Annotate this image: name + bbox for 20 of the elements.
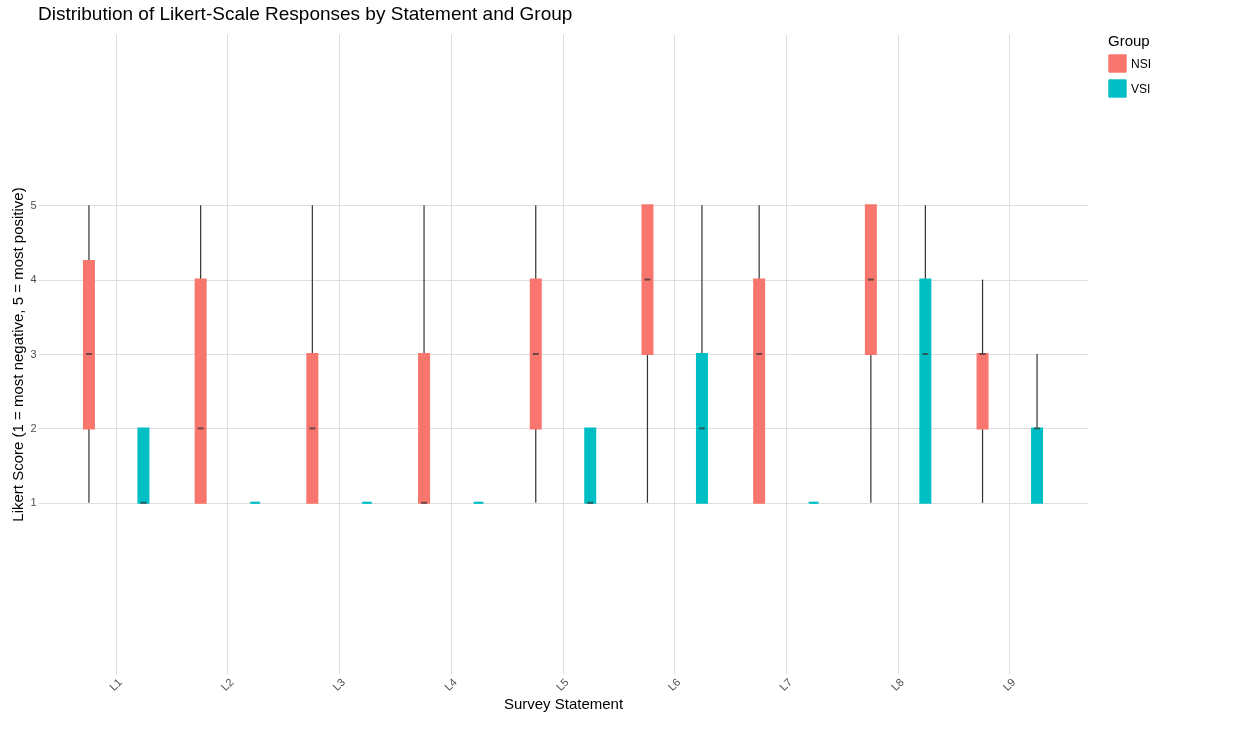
x-tick-label: L5 [553,675,571,693]
x-tick-label: L4 [441,675,460,693]
x-tick-label: L9 [1000,675,1018,693]
y-tick-label: 5 [30,198,37,211]
legend-label: NSI [1131,56,1152,71]
x-tick-label: L2 [218,675,236,693]
x-tick-label: L6 [665,675,683,693]
y-tick-label: 1 [30,496,37,509]
x-axis-title: Survey Statement [503,694,624,712]
y-tick-label: 2 [30,421,37,434]
legend-label: VSI [1131,81,1151,96]
x-tick-label: L8 [888,675,906,693]
y-tick-label: 4 [30,273,37,286]
y-tick-label: 3 [30,347,37,360]
chart-title: Distribution of Likert-Scale Responses by Statement and Group [38,3,573,24]
x-tick-label: L3 [330,675,348,693]
x-tick-label: L1 [106,675,124,693]
legend-title: Group [1108,32,1150,49]
y-axis-title: Likert Score (1 = most negative, 5 = most positive) [9,187,27,522]
x-tick-label: L7 [777,675,795,693]
